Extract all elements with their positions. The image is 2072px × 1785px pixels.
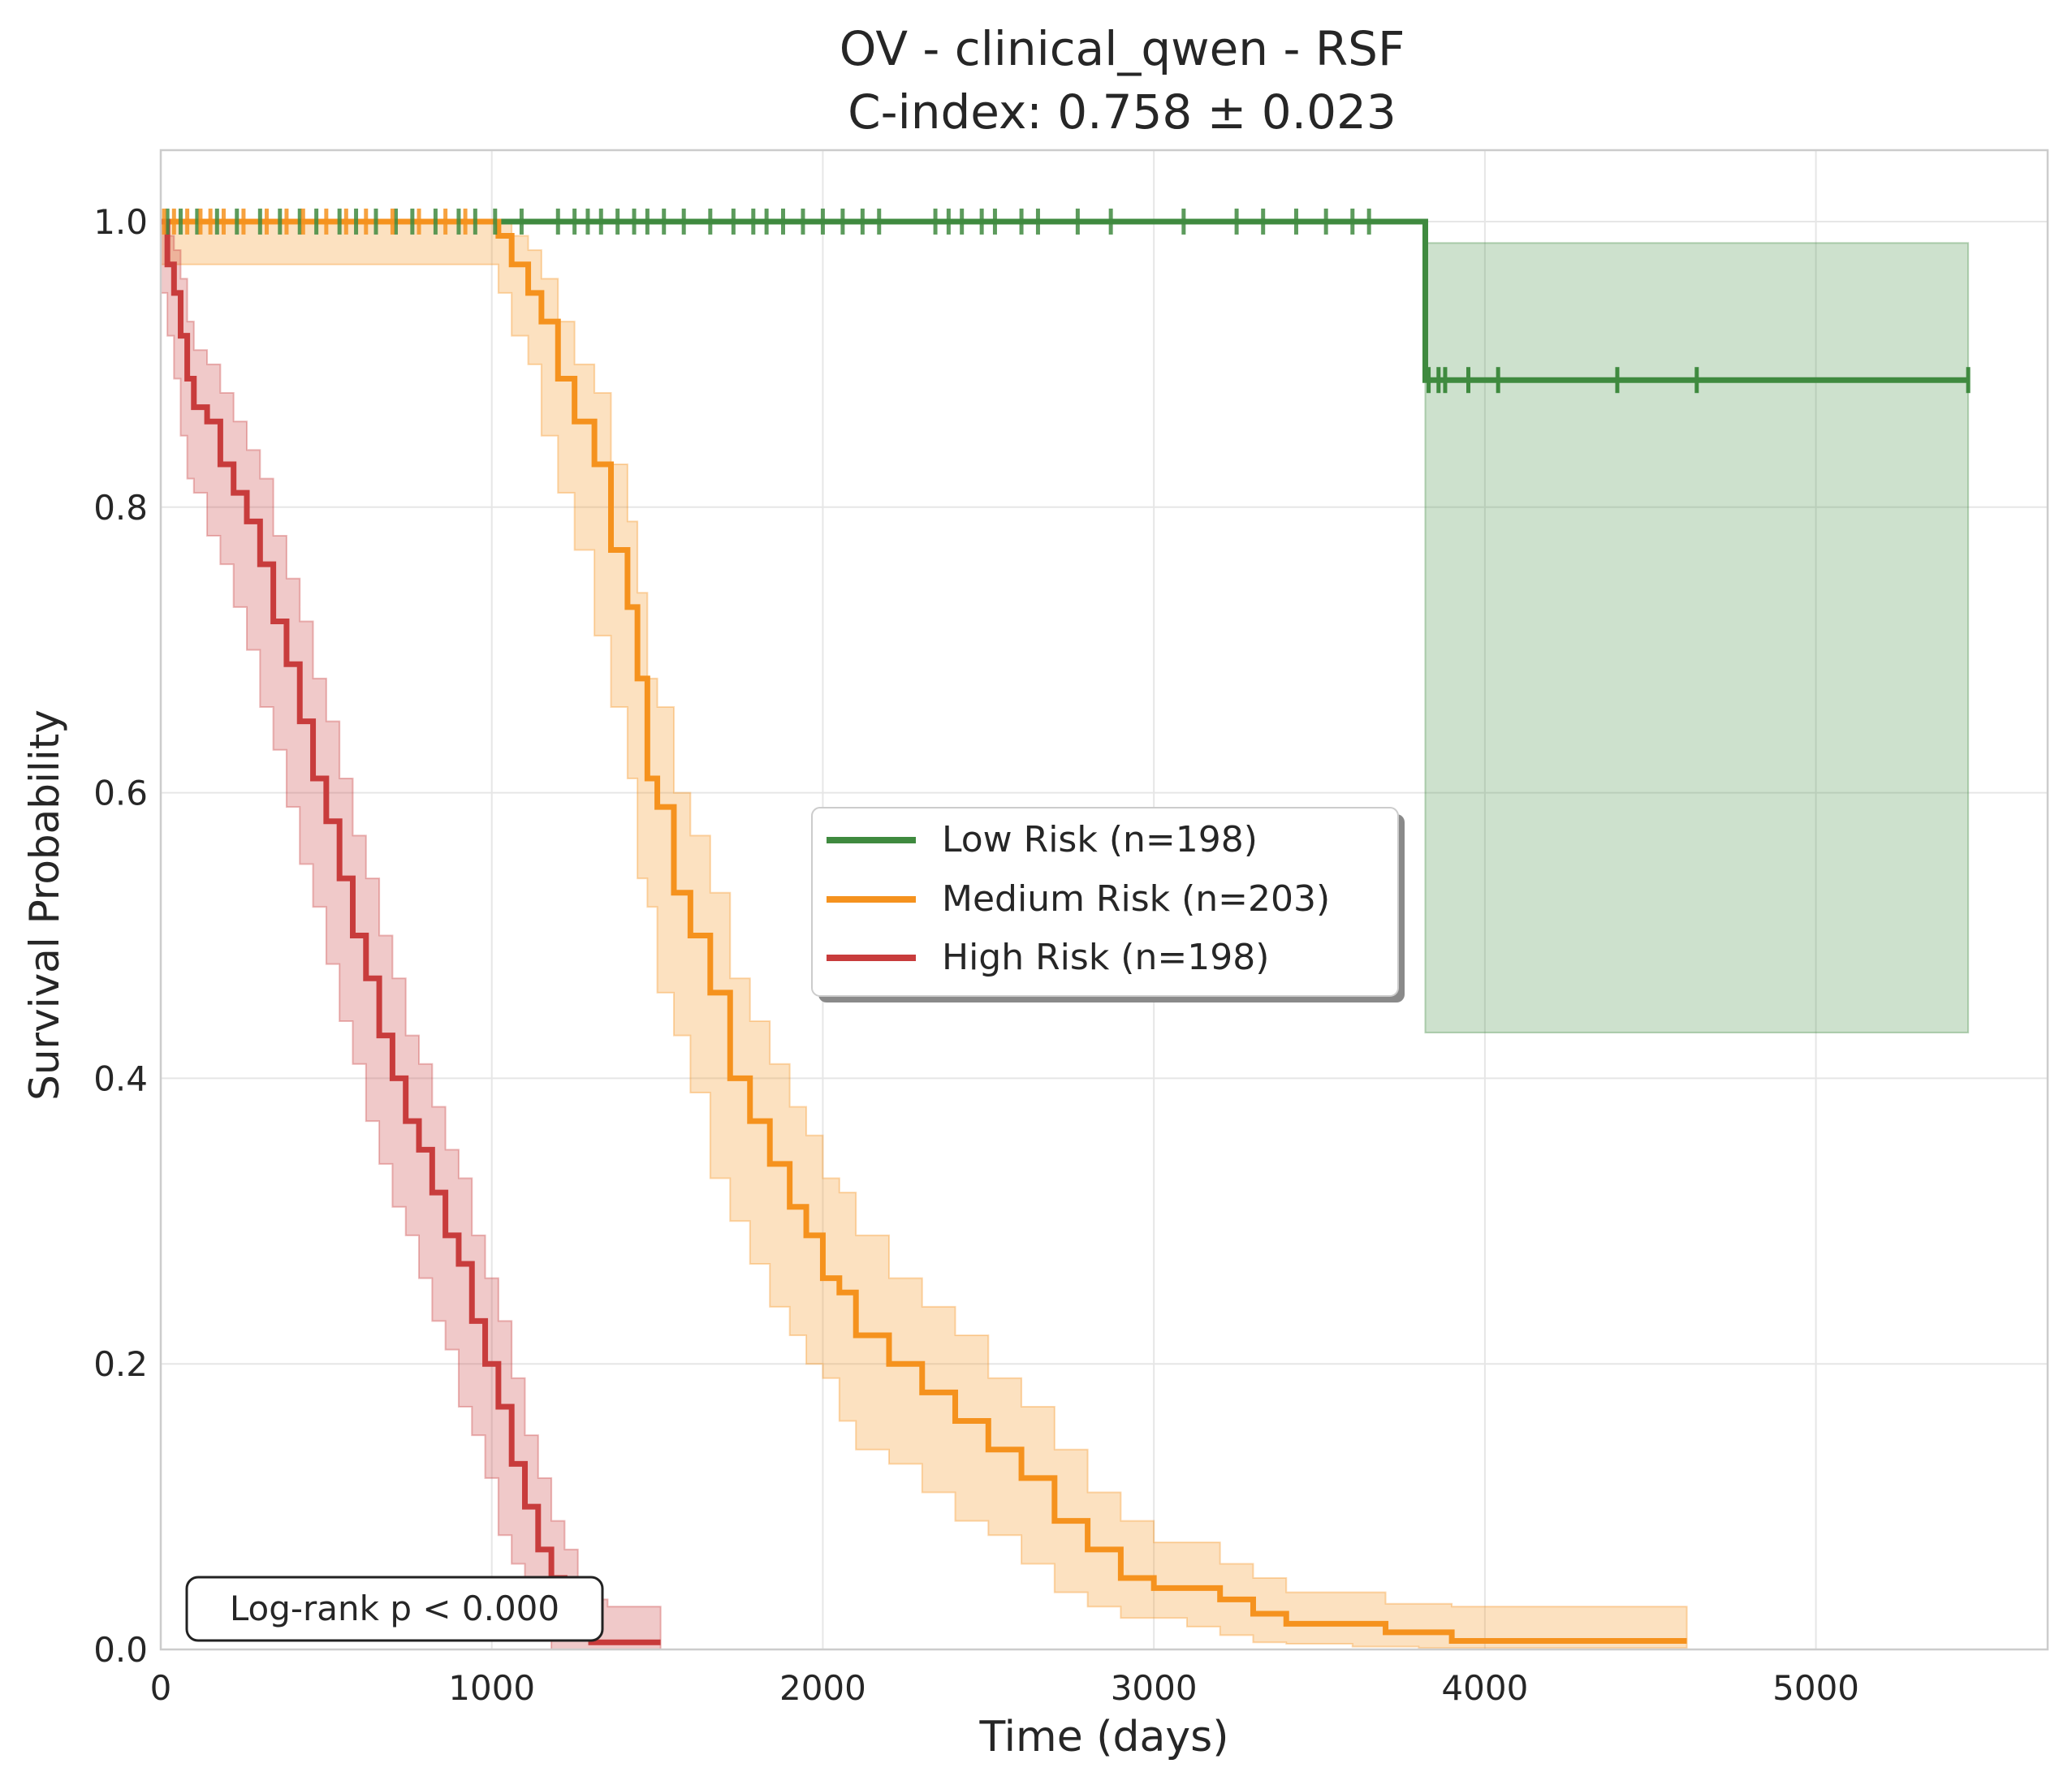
ci-band-high-risk — [160, 220, 662, 1650]
y-axis-ticks: 0.0 0.2 0.4 0.6 0.8 1.0 — [93, 202, 148, 1670]
x-tick-label: 0 — [150, 1668, 172, 1708]
legend-box — [811, 807, 1399, 997]
x-axis-label: Time (days) — [978, 1713, 1228, 1761]
x-tick-label: 3000 — [1111, 1668, 1198, 1708]
survival-curve-high-risk — [161, 218, 661, 1645]
legend-label-high-risk: High Risk (n=198) — [942, 937, 1269, 978]
x-axis-ticks: 0 1000 2000 3000 4000 5000 — [150, 1668, 1859, 1708]
legend-label-medium-risk: Medium Risk (n=203) — [942, 878, 1330, 920]
y-tick-label: 1.0 — [93, 202, 148, 242]
legend-label-low-risk: Low Risk (n=198) — [942, 819, 1258, 860]
y-tick-label: 0.4 — [93, 1058, 148, 1098]
y-tick-label: 0.8 — [93, 488, 148, 528]
survival-curve-medium-risk — [161, 218, 1687, 1644]
y-tick-label: 0.6 — [93, 774, 148, 813]
chart-title: OV - clinical_qwen - RSF — [840, 21, 1405, 76]
chart-subtitle: C-index: 0.758 ± 0.023 — [848, 84, 1396, 140]
x-tick-label: 5000 — [1772, 1668, 1859, 1708]
y-axis-label: Survival Probability — [21, 709, 68, 1101]
y-tick-label: 0.0 — [93, 1630, 148, 1670]
x-tick-label: 1000 — [448, 1668, 535, 1708]
plot-frame — [159, 149, 2049, 1651]
y-tick-label: 0.2 — [93, 1344, 148, 1384]
censor-marks — [162, 208, 1971, 394]
x-tick-label: 2000 — [779, 1668, 866, 1708]
logrank-annotation: Log-rank p < 0.000 — [185, 1576, 604, 1642]
legend: Low Risk (n=198) Medium Risk (n=203) Hig… — [811, 807, 1405, 1002]
x-tick-label: 4000 — [1441, 1668, 1528, 1708]
annotation-box — [185, 1576, 604, 1642]
ci-band-low-risk — [1424, 242, 1970, 1034]
annotation-text: Log-rank p < 0.000 — [230, 1589, 559, 1628]
